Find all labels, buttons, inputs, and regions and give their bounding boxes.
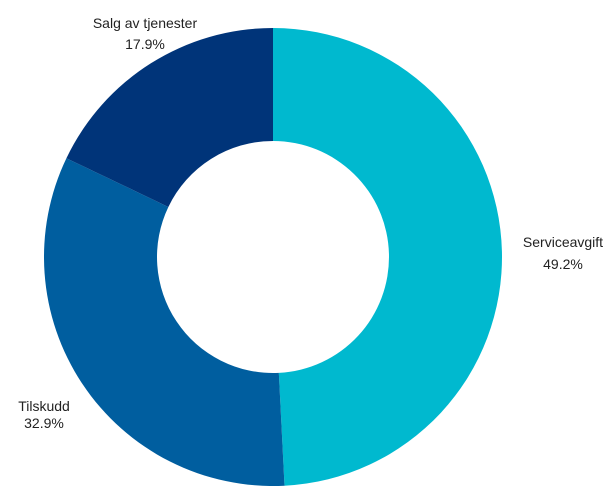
slice-label-name: Salg av tjenester: [93, 15, 198, 31]
slice-serviceavgift: [273, 28, 502, 486]
slice-label-name: Serviceavgift: [523, 234, 603, 250]
slice-label-percent: 17.9%: [125, 36, 165, 52]
slice-label-percent: 32.9%: [24, 415, 64, 431]
slice-tilskudd: [44, 158, 285, 486]
slice-salg-av-tjenester: [66, 28, 274, 207]
slice-label-percent: 49.2%: [543, 256, 583, 272]
slice-label-name: Tilskudd: [18, 398, 70, 414]
slices-group: [44, 28, 502, 486]
